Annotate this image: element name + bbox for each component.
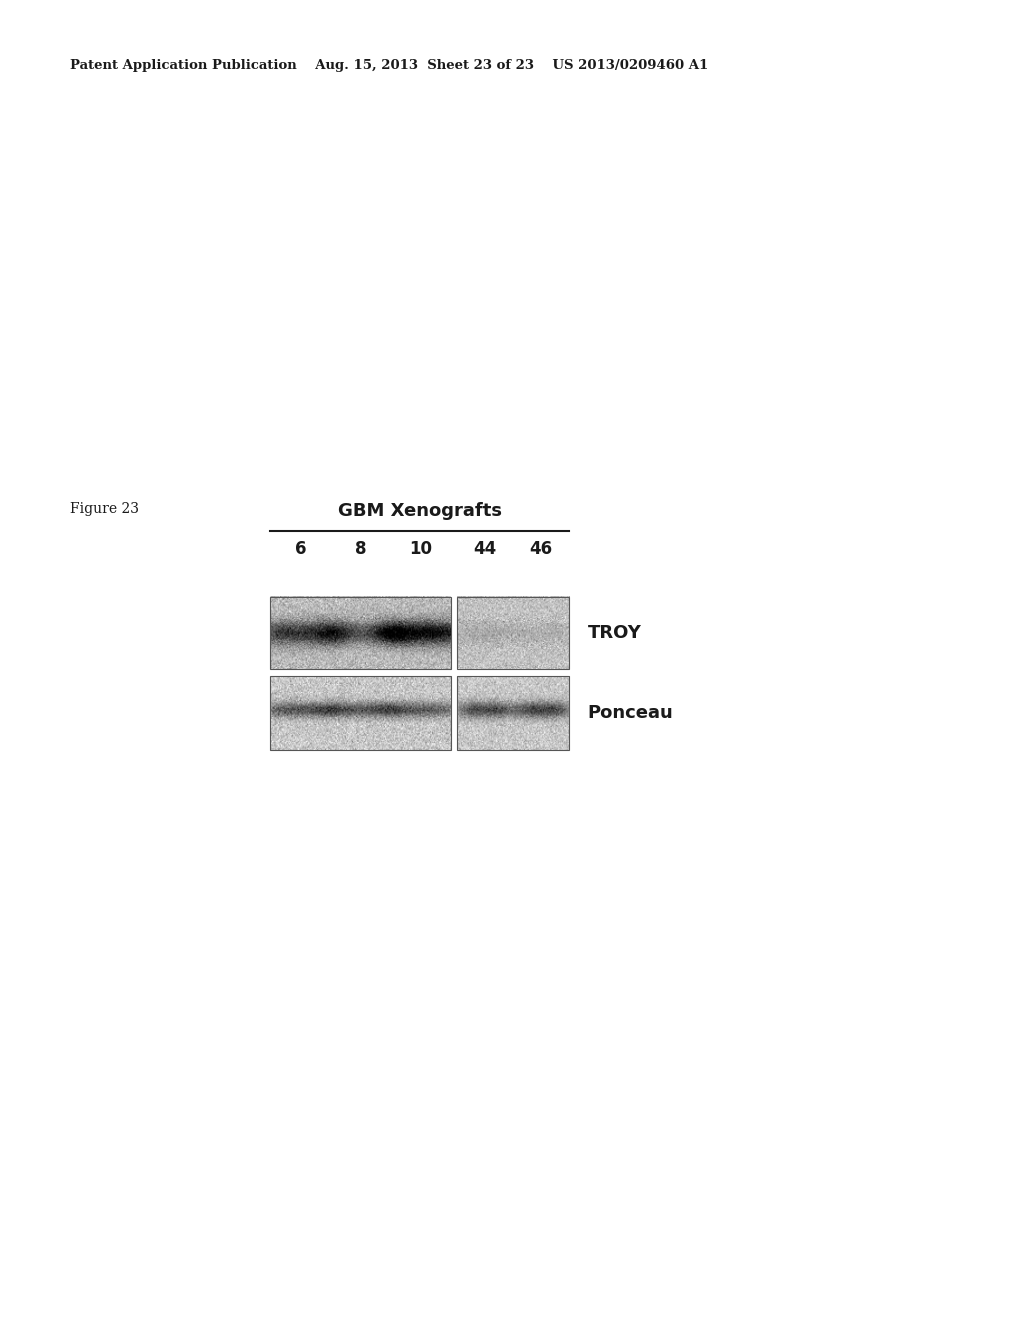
Bar: [457, 597, 569, 669]
Text: TROY: TROY: [588, 624, 642, 642]
Text: 46: 46: [529, 540, 553, 558]
Text: 44: 44: [473, 540, 497, 558]
Text: 10: 10: [409, 540, 432, 558]
Text: Ponceau: Ponceau: [588, 704, 674, 722]
Text: 6: 6: [295, 540, 306, 558]
Text: 8: 8: [354, 540, 367, 558]
Bar: [270, 676, 451, 750]
Text: Patent Application Publication    Aug. 15, 2013  Sheet 23 of 23    US 2013/02094: Patent Application Publication Aug. 15, …: [70, 59, 708, 73]
Text: GBM Xenografts: GBM Xenografts: [338, 502, 502, 520]
Text: Figure 23: Figure 23: [70, 502, 138, 516]
Bar: [270, 597, 451, 669]
Bar: [457, 676, 569, 750]
